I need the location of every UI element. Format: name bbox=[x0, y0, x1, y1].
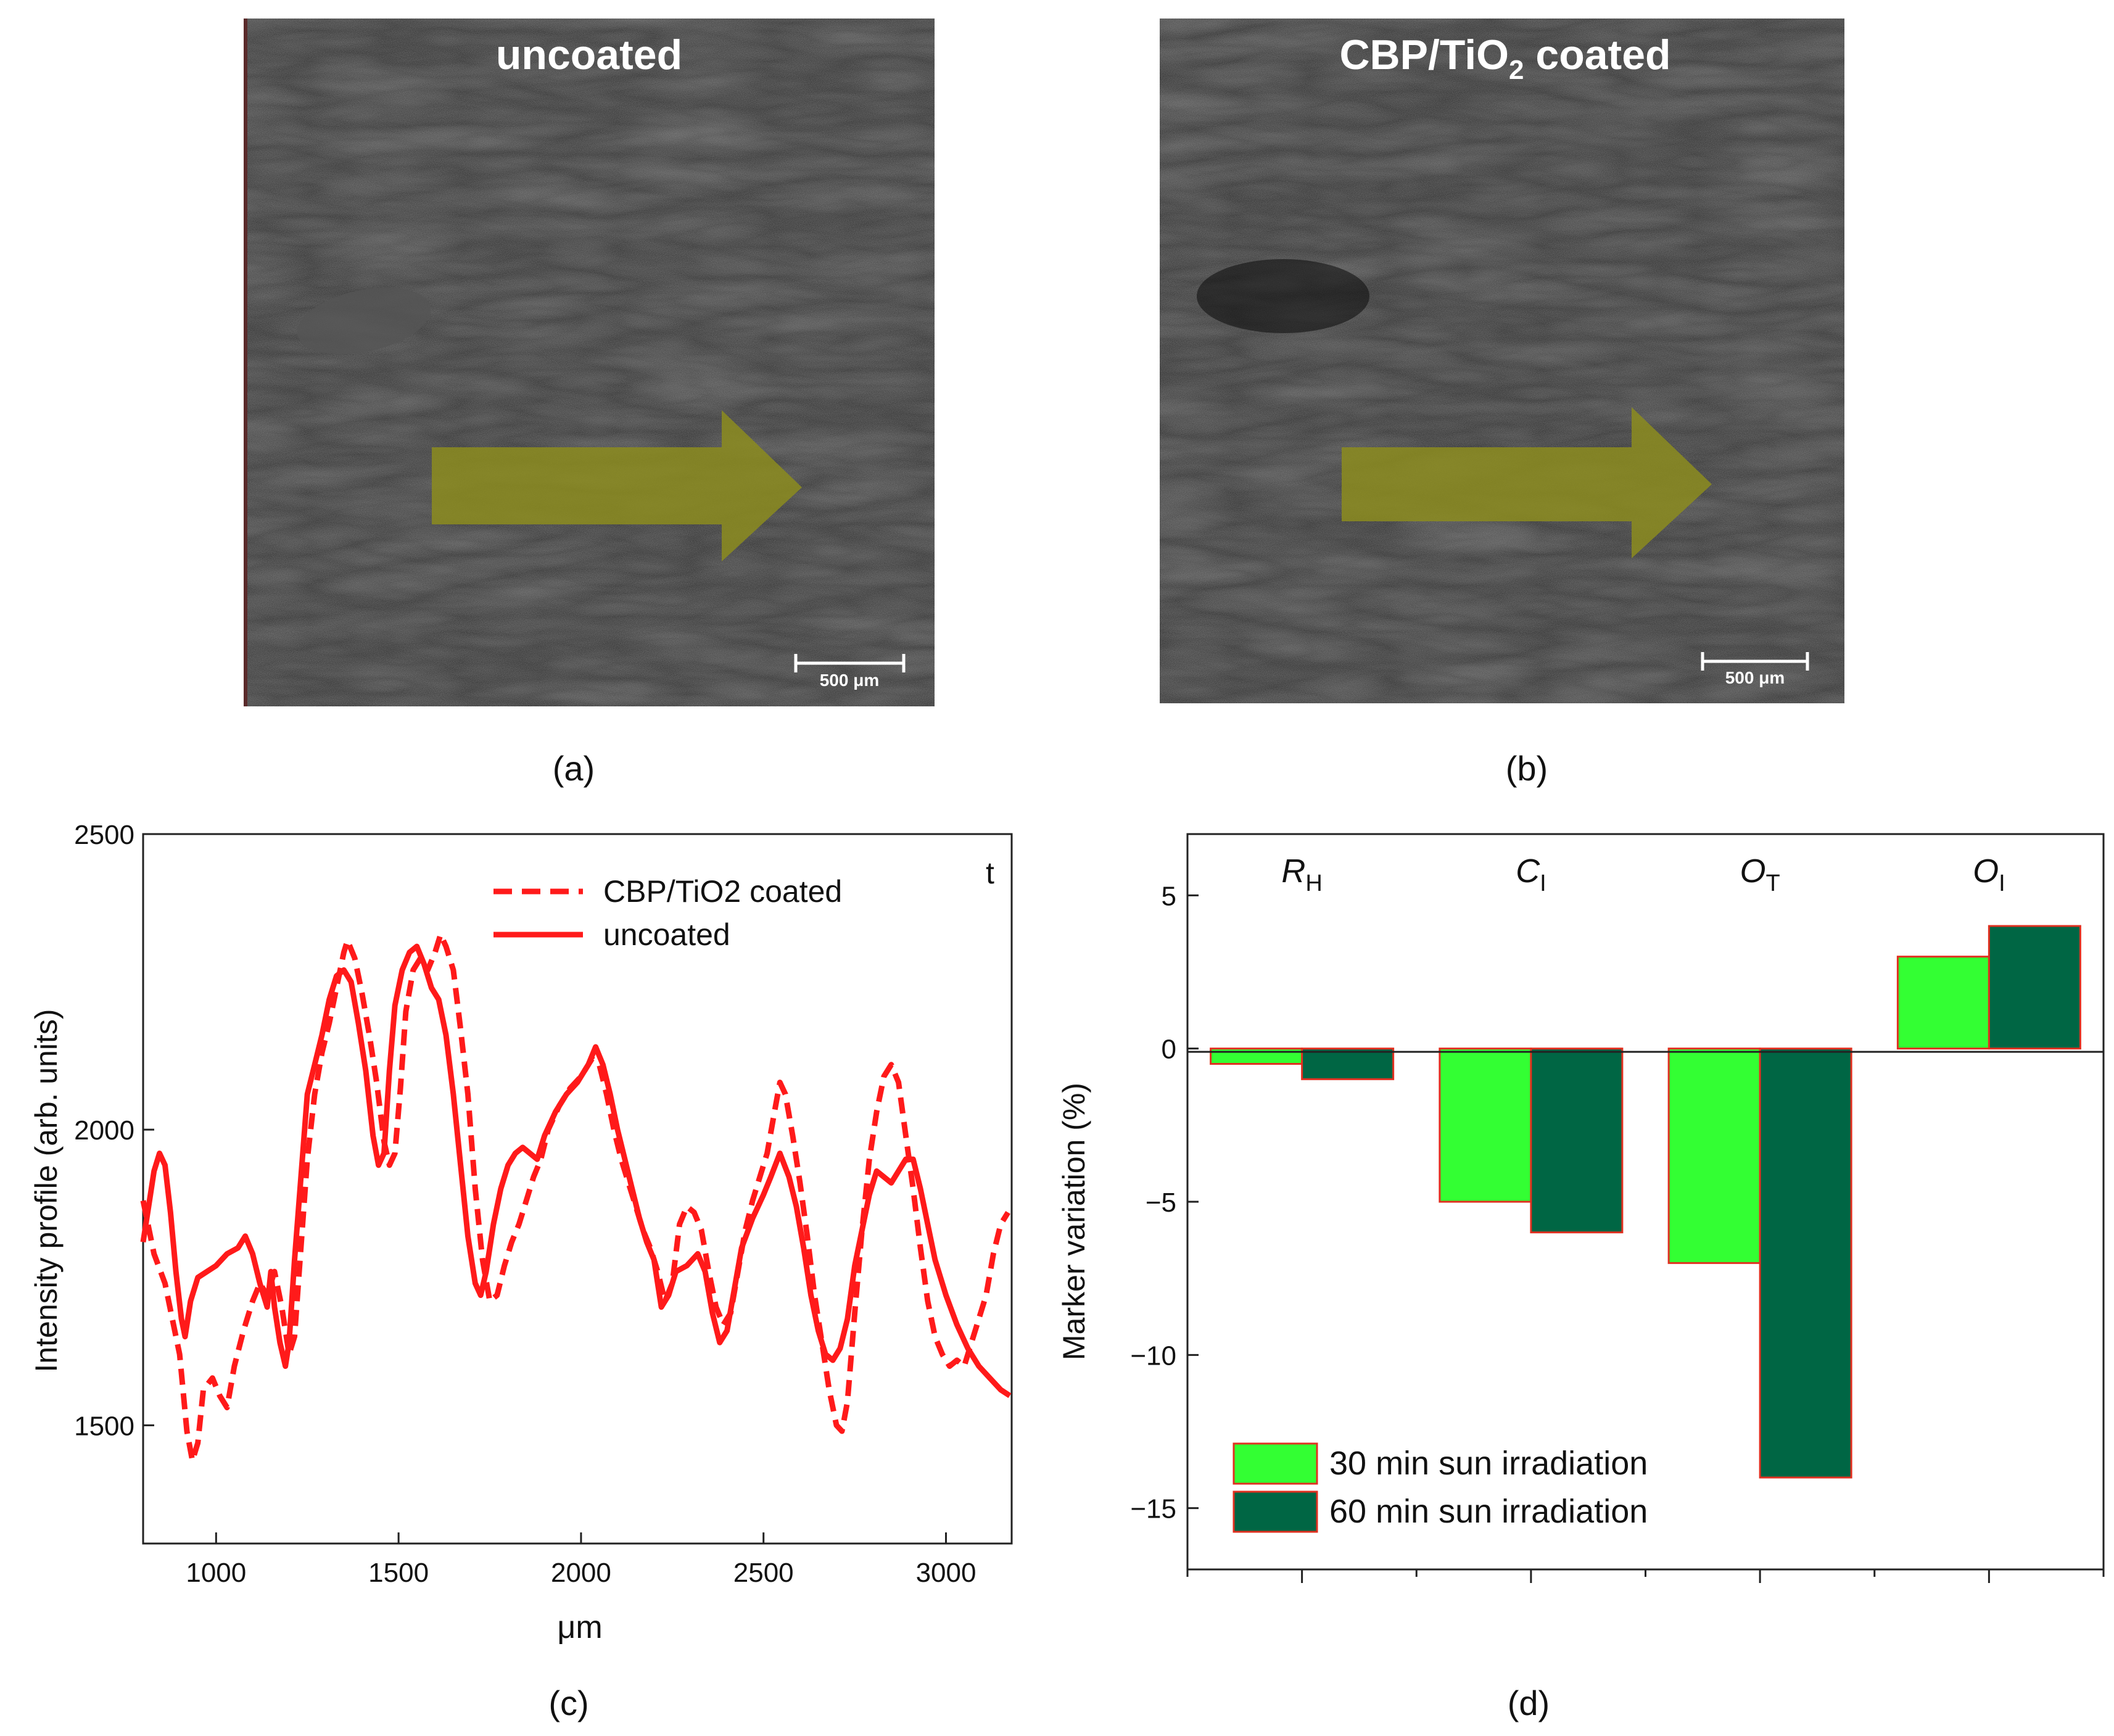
bar-30min-ci bbox=[1439, 1048, 1532, 1203]
chart-c-frame bbox=[142, 833, 1013, 1545]
micrograph-a-defect bbox=[297, 287, 431, 354]
micrograph-a-grain bbox=[244, 19, 935, 706]
series-line-uncoated bbox=[140, 943, 1012, 1399]
chart-c-xtick-label: 2500 bbox=[733, 1558, 794, 1588]
bar-60min-rh bbox=[1301, 1048, 1395, 1080]
bar-60min-oi bbox=[1988, 925, 2081, 1050]
chart-d-ytick-label: −15 bbox=[1130, 1494, 1176, 1524]
category-label-ot: OT bbox=[1740, 853, 1780, 896]
panel-c: 1000 1500 2000 2500 3000 1500 2000 2500 CBP/TiO… bbox=[29, 820, 1013, 1722]
chart-d-legend: 30 min sun irradiation 60 min sun irradi… bbox=[1232, 1442, 1648, 1533]
chart-c-ylabel: Intensity profile (arb. units) bbox=[29, 1009, 64, 1372]
chart-c-xtick-label: 1000 bbox=[186, 1558, 246, 1588]
micrograph-b-shadow bbox=[1197, 259, 1369, 333]
panel-a: 500 μm uncoated (a) bbox=[244, 19, 935, 788]
chart-c-xtick-label: 3000 bbox=[916, 1558, 976, 1588]
legend-d-60-label: 60 min sun irradiation bbox=[1329, 1493, 1648, 1530]
bar-30min-ot bbox=[1667, 1048, 1761, 1264]
chart-d-ylabel: Marker variation (%) bbox=[1057, 1083, 1091, 1360]
arrow-a bbox=[432, 410, 802, 561]
chart-c-corner-label: t bbox=[986, 856, 994, 890]
chart-c-ticks: 1000 1500 2000 2500 3000 1500 2000 2500 bbox=[74, 820, 976, 1588]
panel-b-title: CBP/TiO2 coated bbox=[1339, 31, 1670, 85]
category-label-main: O bbox=[1973, 853, 1999, 890]
bar-60min-ci bbox=[1530, 1048, 1624, 1234]
scale-bar-b-label: 500 μm bbox=[1725, 668, 1785, 687]
category-label-main: R bbox=[1281, 853, 1305, 890]
category-label-sub: I bbox=[1999, 870, 2005, 896]
arrow-b bbox=[1342, 407, 1712, 558]
chart-c-ytick-label: 2500 bbox=[74, 820, 134, 850]
legend-d-60-swatch bbox=[1232, 1490, 1318, 1533]
bar-30min-oi bbox=[1896, 956, 1990, 1050]
chart-c-ytick-label: 1500 bbox=[74, 1411, 134, 1441]
chart-d-ticks: 5 0 −5 −10 −15 bbox=[1130, 881, 2105, 1583]
category-label-main: O bbox=[1740, 853, 1766, 890]
chart-c-xtick-label: 1500 bbox=[368, 1558, 429, 1588]
category-label-oi: OI bbox=[1973, 853, 2005, 896]
category-label-sub: T bbox=[1766, 870, 1780, 896]
chart-d-ytick-label: 0 bbox=[1162, 1035, 1176, 1065]
micrograph-a-left-edge bbox=[244, 19, 247, 706]
chart-d-ytick-label: −5 bbox=[1146, 1188, 1176, 1218]
category-label-sub: I bbox=[1540, 870, 1546, 896]
panel-d-caption: (d) bbox=[1508, 1684, 1550, 1722]
bar-60min-ot bbox=[1759, 1048, 1852, 1479]
category-label-ci: CI bbox=[1516, 853, 1546, 896]
category-label-rh: RH bbox=[1281, 853, 1322, 896]
panel-b-caption: (b) bbox=[1506, 749, 1548, 788]
category-label-main: C bbox=[1516, 853, 1540, 890]
chart-c-xlabel: μm bbox=[557, 1610, 602, 1645]
panel-a-caption: (a) bbox=[553, 749, 595, 788]
panel-b: 500 μm CBP/TiO2 coated (b) bbox=[1160, 19, 1844, 788]
scale-bar-b: 500 μm bbox=[1701, 652, 1809, 687]
scale-bar-a-label: 500 μm bbox=[820, 671, 880, 690]
chart-c-legend: CBP/TiO2 coated uncoated bbox=[493, 874, 842, 952]
chart-c-xtick-label: 2000 bbox=[551, 1558, 611, 1588]
micrograph-b-grain bbox=[1160, 19, 1844, 703]
panel-a-title: uncoated bbox=[496, 31, 682, 78]
chart-d-ytick-label: −10 bbox=[1130, 1341, 1176, 1371]
chart-c-series bbox=[140, 932, 1012, 1464]
chart-d-category-labels: RH CI OT OI bbox=[1281, 853, 2005, 896]
legend-d-30-label: 30 min sun irradiation bbox=[1329, 1445, 1648, 1482]
chart-c-ytick-label: 2000 bbox=[74, 1115, 134, 1146]
scale-bar-a: 500 μm bbox=[794, 654, 906, 690]
series-line-coated bbox=[140, 932, 1010, 1464]
category-label-sub: H bbox=[1305, 870, 1322, 896]
legend-c-coated-label: CBP/TiO2 coated bbox=[603, 874, 842, 909]
chart-d-ytick-label: 5 bbox=[1162, 881, 1176, 911]
legend-c-uncoated-label: uncoated bbox=[603, 917, 730, 952]
chart-d-bars bbox=[1210, 925, 2081, 1479]
panel-c-caption: (c) bbox=[548, 1684, 588, 1722]
bar-30min-rh bbox=[1210, 1048, 1303, 1065]
panel-d: 50−5−10−15 RH CI OT OI 30 min sun irradiati… bbox=[1057, 833, 2105, 1722]
legend-d-30-swatch bbox=[1232, 1442, 1318, 1485]
